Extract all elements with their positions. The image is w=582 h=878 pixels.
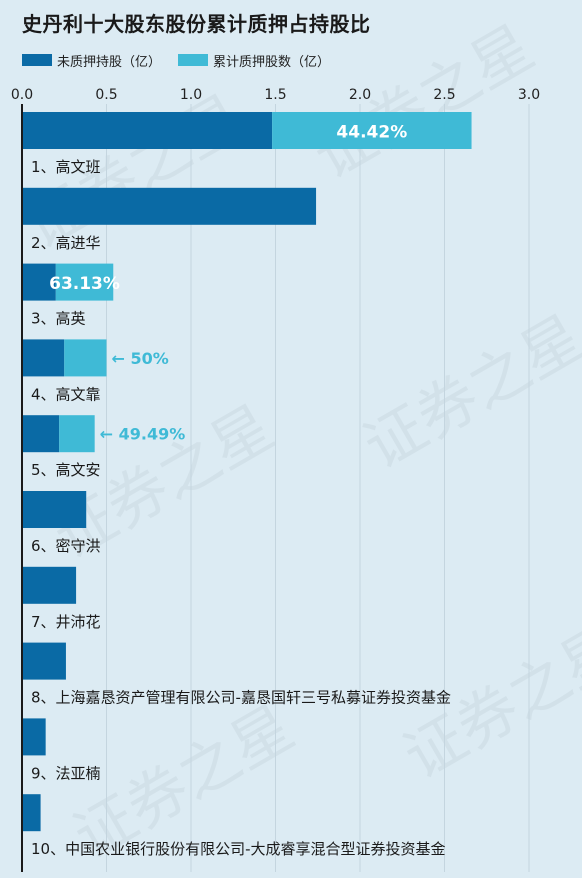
x-tick-label: 0.0 — [11, 87, 33, 103]
category-label: 1、高文班 — [31, 158, 101, 176]
category-label: 5、高文安 — [31, 461, 101, 479]
bars: 44.42% 63.13% ← 50% ← 49.49% — [22, 112, 472, 832]
legend-swatch-unpledged — [22, 54, 52, 66]
bar-unpledged — [22, 187, 317, 225]
category-label: 2、高进华 — [31, 234, 101, 252]
bar-pledged — [55, 263, 114, 301]
x-axis-ticks: 0.0 0.5 1.0 1.5 2.0 2.5 3.0 — [11, 87, 540, 103]
bar-unpledged — [22, 415, 60, 453]
bar-pledged — [64, 339, 107, 377]
bar-unpledged — [22, 263, 56, 301]
legend-swatch-pledged — [178, 54, 208, 66]
x-tick-label: 0.5 — [95, 87, 117, 103]
chart-title: 史丹利十大股东股份累计质押占持股比 — [22, 12, 371, 36]
pledge-ratio-label: 63.13% — [49, 274, 120, 294]
legend-item-pledged: 累计质押股数（亿） — [178, 52, 331, 70]
x-tick-label: 1.5 — [264, 87, 286, 103]
category-label: 7、井沛花 — [31, 613, 101, 631]
bar-unpledged — [22, 566, 77, 604]
category-label: 8、上海嘉恳资产管理有限公司-嘉恳国轩三号私募证券投资基金 — [31, 689, 451, 707]
bar-unpledged — [22, 794, 41, 832]
watermark-text: 证券之星 — [353, 302, 582, 483]
category-label: 10、中国农业银行股份有限公司-大成睿享混合型证券投资基金 — [31, 840, 446, 858]
bar-unpledged — [22, 642, 66, 680]
x-tick-label: 3.0 — [518, 87, 540, 103]
pledge-ratio-label: 44.42% — [336, 123, 407, 143]
category-labels: 1、高文班 2、高进华 3、高英 4、高文靠 5、高文安 6、密守洪 7、井沛花 8、上海嘉恳… — [31, 158, 451, 858]
bar-unpledged — [22, 112, 273, 149]
category-label: 4、高文靠 — [31, 385, 101, 403]
bar-unpledged — [22, 491, 87, 528]
pledge-ratio-label: ← 50% — [112, 349, 169, 368]
bar-unpledged — [22, 339, 65, 377]
bar-pledged — [272, 112, 472, 149]
x-tick-label: 2.0 — [349, 87, 371, 103]
category-label: 9、法亚楠 — [31, 764, 101, 782]
category-label: 6、密守洪 — [31, 537, 101, 555]
watermark-text: 证券之星 — [303, 12, 546, 193]
x-tick-label: 1.0 — [180, 87, 202, 103]
grid-lines — [106, 104, 530, 872]
bar-unpledged — [22, 718, 46, 756]
pledge-ratio-label: ← 49.49% — [100, 425, 186, 444]
legend-label-pledged: 累计质押股数（亿） — [213, 54, 331, 70]
x-tick-label: 2.5 — [433, 87, 455, 103]
legend-label-unpledged: 未质押持股（亿） — [57, 54, 162, 70]
legend-item-unpledged: 未质押持股（亿） — [22, 52, 162, 70]
bar-pledged — [59, 415, 95, 453]
category-label: 3、高英 — [31, 310, 86, 328]
